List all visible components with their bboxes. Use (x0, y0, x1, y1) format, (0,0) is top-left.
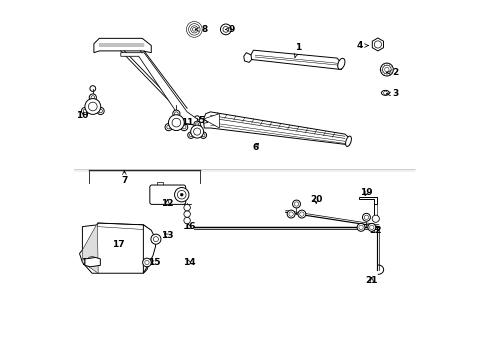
Text: 18: 18 (81, 258, 94, 267)
Circle shape (193, 128, 200, 135)
Circle shape (90, 86, 96, 91)
Text: 21: 21 (365, 276, 377, 285)
Circle shape (174, 188, 188, 202)
Polygon shape (250, 50, 343, 69)
Circle shape (183, 204, 190, 211)
Text: 14: 14 (182, 258, 195, 267)
Circle shape (153, 237, 158, 242)
Circle shape (91, 96, 94, 99)
Circle shape (97, 107, 104, 114)
Polygon shape (85, 257, 100, 267)
Circle shape (180, 123, 187, 131)
Circle shape (380, 63, 392, 76)
Circle shape (383, 91, 386, 95)
Circle shape (371, 215, 379, 222)
Circle shape (367, 224, 375, 231)
Circle shape (195, 123, 198, 126)
Text: 3: 3 (386, 89, 397, 98)
Circle shape (286, 210, 294, 218)
Circle shape (382, 65, 390, 74)
Text: 19: 19 (359, 188, 372, 197)
Circle shape (292, 200, 300, 208)
Circle shape (151, 234, 161, 244)
Circle shape (294, 202, 298, 206)
Polygon shape (80, 223, 151, 273)
Circle shape (180, 193, 183, 196)
Circle shape (190, 125, 203, 138)
Text: 1: 1 (294, 43, 301, 58)
Polygon shape (121, 53, 199, 126)
Text: 17: 17 (112, 240, 124, 249)
Circle shape (99, 109, 102, 113)
Text: 10: 10 (76, 109, 91, 120)
Circle shape (356, 224, 364, 231)
Circle shape (189, 134, 192, 137)
Circle shape (200, 132, 206, 138)
Circle shape (177, 190, 185, 199)
Polygon shape (143, 225, 155, 273)
Circle shape (194, 116, 199, 121)
Polygon shape (82, 223, 98, 273)
Text: 5: 5 (198, 116, 207, 125)
Circle shape (183, 211, 190, 217)
Text: 7: 7 (121, 171, 127, 185)
Polygon shape (94, 39, 151, 53)
Circle shape (369, 225, 373, 229)
Circle shape (88, 102, 97, 111)
Circle shape (166, 125, 170, 129)
Circle shape (164, 123, 172, 131)
Circle shape (220, 24, 231, 35)
Circle shape (384, 67, 388, 72)
Polygon shape (203, 112, 350, 145)
Text: 11: 11 (177, 118, 193, 127)
Circle shape (186, 22, 202, 37)
Text: 16: 16 (183, 222, 195, 231)
Circle shape (297, 210, 305, 218)
Text: 12: 12 (161, 199, 173, 208)
Polygon shape (371, 38, 383, 51)
Text: 6: 6 (252, 143, 258, 152)
Circle shape (288, 212, 293, 216)
Circle shape (223, 27, 228, 32)
Circle shape (183, 217, 190, 224)
Circle shape (190, 26, 198, 33)
Text: 4: 4 (355, 41, 367, 50)
Text: 8: 8 (195, 25, 208, 34)
Circle shape (168, 115, 184, 131)
Circle shape (81, 107, 88, 114)
Ellipse shape (381, 90, 388, 95)
Circle shape (144, 260, 149, 265)
Circle shape (174, 112, 178, 116)
Circle shape (192, 28, 196, 31)
Circle shape (364, 215, 368, 220)
Polygon shape (203, 114, 219, 128)
Circle shape (172, 118, 181, 127)
Ellipse shape (345, 136, 351, 147)
Circle shape (299, 212, 304, 216)
FancyBboxPatch shape (149, 185, 185, 204)
Circle shape (83, 109, 87, 113)
Circle shape (358, 225, 363, 229)
Circle shape (85, 99, 101, 114)
Circle shape (362, 213, 369, 221)
Circle shape (173, 102, 179, 108)
Text: 22: 22 (368, 226, 381, 235)
Text: 15: 15 (147, 258, 160, 267)
Circle shape (142, 258, 151, 267)
Polygon shape (358, 197, 376, 204)
Text: 9: 9 (225, 25, 235, 34)
Text: 13: 13 (161, 231, 173, 240)
Circle shape (172, 110, 180, 117)
Circle shape (194, 121, 200, 128)
Circle shape (89, 94, 96, 101)
Text: 20: 20 (309, 195, 322, 204)
Ellipse shape (337, 58, 344, 69)
Circle shape (373, 41, 381, 48)
Text: 2: 2 (386, 68, 397, 77)
Circle shape (182, 125, 185, 129)
Circle shape (187, 132, 194, 138)
Circle shape (202, 134, 204, 137)
Circle shape (188, 24, 200, 35)
